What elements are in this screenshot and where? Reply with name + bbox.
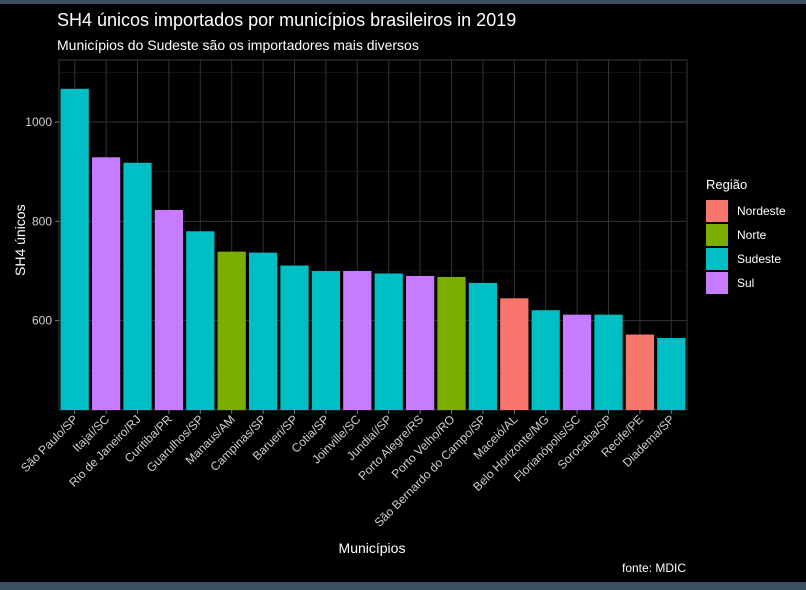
legend-item-sul: Sul [706,271,786,295]
bar [60,88,89,411]
bar [343,270,372,410]
bar [405,275,435,410]
bar [374,273,403,410]
bar [657,338,686,410]
bar [91,157,121,410]
legend-item-sudeste: Sudeste [706,247,786,271]
chart-title: SH4 únicos importados por municípios bra… [57,10,517,30]
chart-subtitle: Municípios do Sudeste são os importadore… [57,37,419,53]
legend-title: Região [706,177,748,192]
y-tick-label: 800 [32,214,52,228]
bar [531,310,560,410]
legend: Região Nordeste Norte Sudeste Sul [706,177,786,295]
legend-label-nordeste: Nordeste [737,204,786,218]
bar [217,251,246,410]
bar [154,209,184,410]
legend-key-sudeste [706,248,728,270]
legend-key-sul [706,272,728,294]
bar [562,314,592,410]
legend-label-sudeste: Sudeste [737,252,782,266]
y-tick-label: 1000 [25,115,52,129]
window-top-strip [0,0,806,4]
bar [280,265,309,410]
bar [500,298,529,410]
legend-label-norte: Norte [737,228,767,242]
bar [311,270,341,410]
window-bottom-strip [0,582,806,590]
bar [248,252,278,410]
x-axis-label: Municípios [0,540,806,556]
y-tick-label: 600 [32,314,52,328]
bar [594,314,623,410]
legend-item-nordeste: Nordeste [706,199,786,223]
plot-panel [58,59,688,411]
bar [123,162,152,410]
legend-key-nordeste [706,200,728,222]
source-caption: fonte: MDIC [622,561,687,575]
bar [186,231,215,410]
bar [437,276,466,410]
legend-label-sul: Sul [737,276,755,290]
x-axis-label-text: Municípios [338,540,406,556]
legend-item-norte: Norte [706,223,786,247]
bar [468,282,498,410]
bar [625,334,655,410]
y-axis-label-text: SH4 únicos [12,204,28,276]
legend-key-norte [706,224,728,246]
